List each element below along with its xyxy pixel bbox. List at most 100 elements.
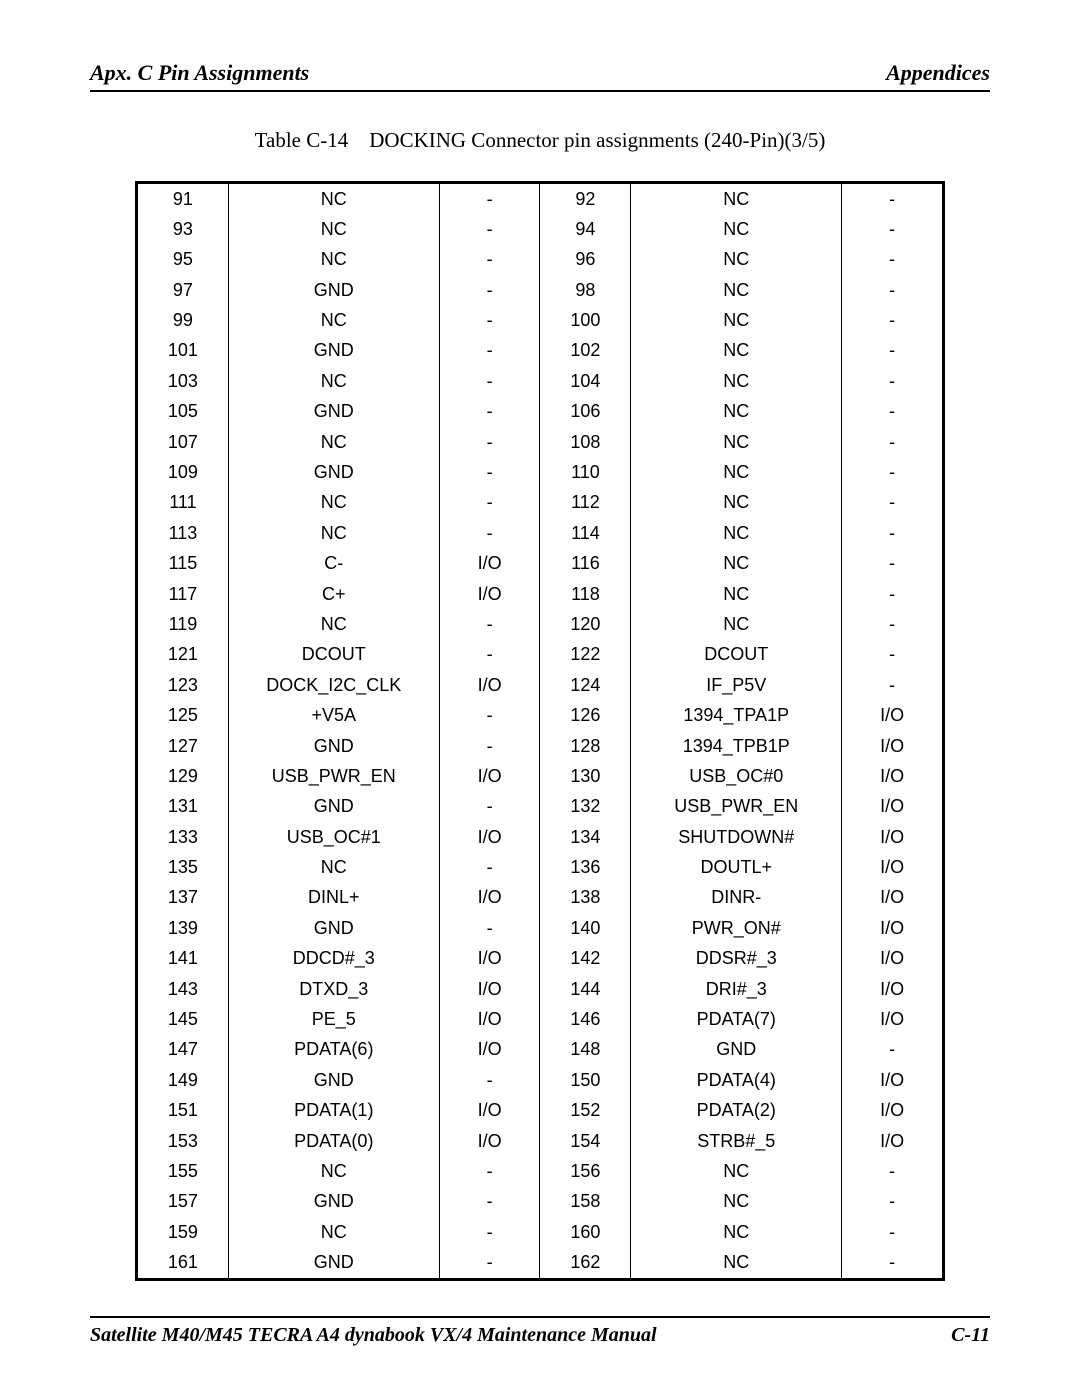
table-row: 95NC-96NC- <box>137 245 944 275</box>
name-b: DOUTL+ <box>631 853 842 883</box>
io-b: - <box>842 579 944 609</box>
io-b: - <box>842 640 944 670</box>
pin-a: 141 <box>137 944 229 974</box>
io-a: I/O <box>439 822 540 852</box>
pin-b: 152 <box>540 1096 631 1126</box>
name-b: PDATA(2) <box>631 1096 842 1126</box>
pin-a: 103 <box>137 366 229 396</box>
table-row: 113NC-114NC- <box>137 518 944 548</box>
pin-a: 161 <box>137 1248 229 1280</box>
pin-a: 129 <box>137 761 229 791</box>
pin-b: 156 <box>540 1157 631 1187</box>
pin-a: 95 <box>137 245 229 275</box>
io-a: - <box>439 1217 540 1247</box>
pin-b: 104 <box>540 366 631 396</box>
io-a: - <box>439 488 540 518</box>
pin-b: 120 <box>540 609 631 639</box>
name-a: NC <box>228 427 439 457</box>
io-a: - <box>439 458 540 488</box>
name-a: NC <box>228 853 439 883</box>
io-a: I/O <box>439 1005 540 1035</box>
io-b: I/O <box>842 853 944 883</box>
name-b: 1394_TPA1P <box>631 701 842 731</box>
name-a: NC <box>228 1217 439 1247</box>
io-b: I/O <box>842 1096 944 1126</box>
table-row: 121DCOUT-122DCOUT- <box>137 640 944 670</box>
pin-b: 142 <box>540 944 631 974</box>
name-b: DDSR#_3 <box>631 944 842 974</box>
pin-b: 158 <box>540 1187 631 1217</box>
name-b: NC <box>631 549 842 579</box>
pin-a: 125 <box>137 701 229 731</box>
pin-b: 136 <box>540 853 631 883</box>
pin-b: 132 <box>540 792 631 822</box>
pin-a: 139 <box>137 913 229 943</box>
name-a: NC <box>228 214 439 244</box>
io-a: - <box>439 427 540 457</box>
pin-b: 116 <box>540 549 631 579</box>
io-b: - <box>842 670 944 700</box>
pin-b: 140 <box>540 913 631 943</box>
pin-b: 160 <box>540 1217 631 1247</box>
io-b: - <box>842 458 944 488</box>
pin-a: 133 <box>137 822 229 852</box>
name-a: NC <box>228 1157 439 1187</box>
io-b: I/O <box>842 1005 944 1035</box>
name-a: USB_OC#1 <box>228 822 439 852</box>
pin-b: 146 <box>540 1005 631 1035</box>
name-a: GND <box>228 275 439 305</box>
io-b: - <box>842 549 944 579</box>
pin-a: 93 <box>137 214 229 244</box>
pin-b: 148 <box>540 1035 631 1065</box>
name-a: GND <box>228 792 439 822</box>
io-b: I/O <box>842 913 944 943</box>
table-row: 125+V5A-1261394_TPA1PI/O <box>137 701 944 731</box>
pin-a: 101 <box>137 336 229 366</box>
io-a: - <box>439 731 540 761</box>
name-b: NC <box>631 488 842 518</box>
name-b: NC <box>631 427 842 457</box>
name-a: GND <box>228 1065 439 1095</box>
name-a: GND <box>228 336 439 366</box>
name-a: GND <box>228 731 439 761</box>
pin-b: 162 <box>540 1248 631 1280</box>
name-a: DTXD_3 <box>228 974 439 1004</box>
pin-b: 150 <box>540 1065 631 1095</box>
io-a: - <box>439 792 540 822</box>
pin-a: 135 <box>137 853 229 883</box>
io-a: I/O <box>439 1096 540 1126</box>
io-a: - <box>439 1157 540 1187</box>
pin-a: 107 <box>137 427 229 457</box>
name-a: PDATA(6) <box>228 1035 439 1065</box>
name-a: NC <box>228 306 439 336</box>
name-b: NC <box>631 1157 842 1187</box>
name-a: DINL+ <box>228 883 439 913</box>
name-b: NC <box>631 214 842 244</box>
io-a: I/O <box>439 670 540 700</box>
io-a: - <box>439 853 540 883</box>
io-b: - <box>842 1187 944 1217</box>
table-row: 133USB_OC#1I/O134SHUTDOWN#I/O <box>137 822 944 852</box>
io-a: - <box>439 336 540 366</box>
pin-a: 97 <box>137 275 229 305</box>
io-a: - <box>439 518 540 548</box>
io-a: - <box>439 913 540 943</box>
name-b: NC <box>631 366 842 396</box>
io-b: I/O <box>842 701 944 731</box>
footer-right: C-11 <box>951 1324 990 1347</box>
pin-a: 111 <box>137 488 229 518</box>
pin-b: 124 <box>540 670 631 700</box>
pin-b: 96 <box>540 245 631 275</box>
name-a: DDCD#_3 <box>228 944 439 974</box>
table-row: 147PDATA(6)I/O148GND- <box>137 1035 944 1065</box>
caption-label: Table C-14 <box>255 128 349 152</box>
table-row: 153PDATA(0)I/O154STRB#_5I/O <box>137 1126 944 1156</box>
pin-a: 149 <box>137 1065 229 1095</box>
name-b: STRB#_5 <box>631 1126 842 1156</box>
name-b: NC <box>631 336 842 366</box>
pin-a: 155 <box>137 1157 229 1187</box>
name-a: USB_PWR_EN <box>228 761 439 791</box>
pin-a: 105 <box>137 397 229 427</box>
io-b: - <box>842 427 944 457</box>
io-a: I/O <box>439 761 540 791</box>
